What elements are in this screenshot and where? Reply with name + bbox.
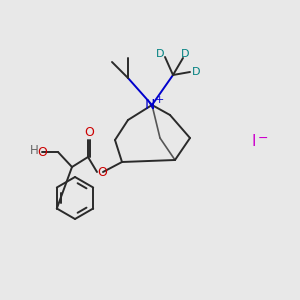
Text: O: O xyxy=(37,146,47,158)
Text: O: O xyxy=(84,125,94,139)
Text: D: D xyxy=(192,67,200,77)
Text: H: H xyxy=(30,145,38,158)
Text: I: I xyxy=(252,134,256,149)
Text: O: O xyxy=(97,166,107,178)
Text: N: N xyxy=(145,98,155,112)
Text: D: D xyxy=(181,49,189,59)
Text: −: − xyxy=(258,131,268,145)
Text: D: D xyxy=(156,49,164,59)
Text: +: + xyxy=(154,95,164,105)
